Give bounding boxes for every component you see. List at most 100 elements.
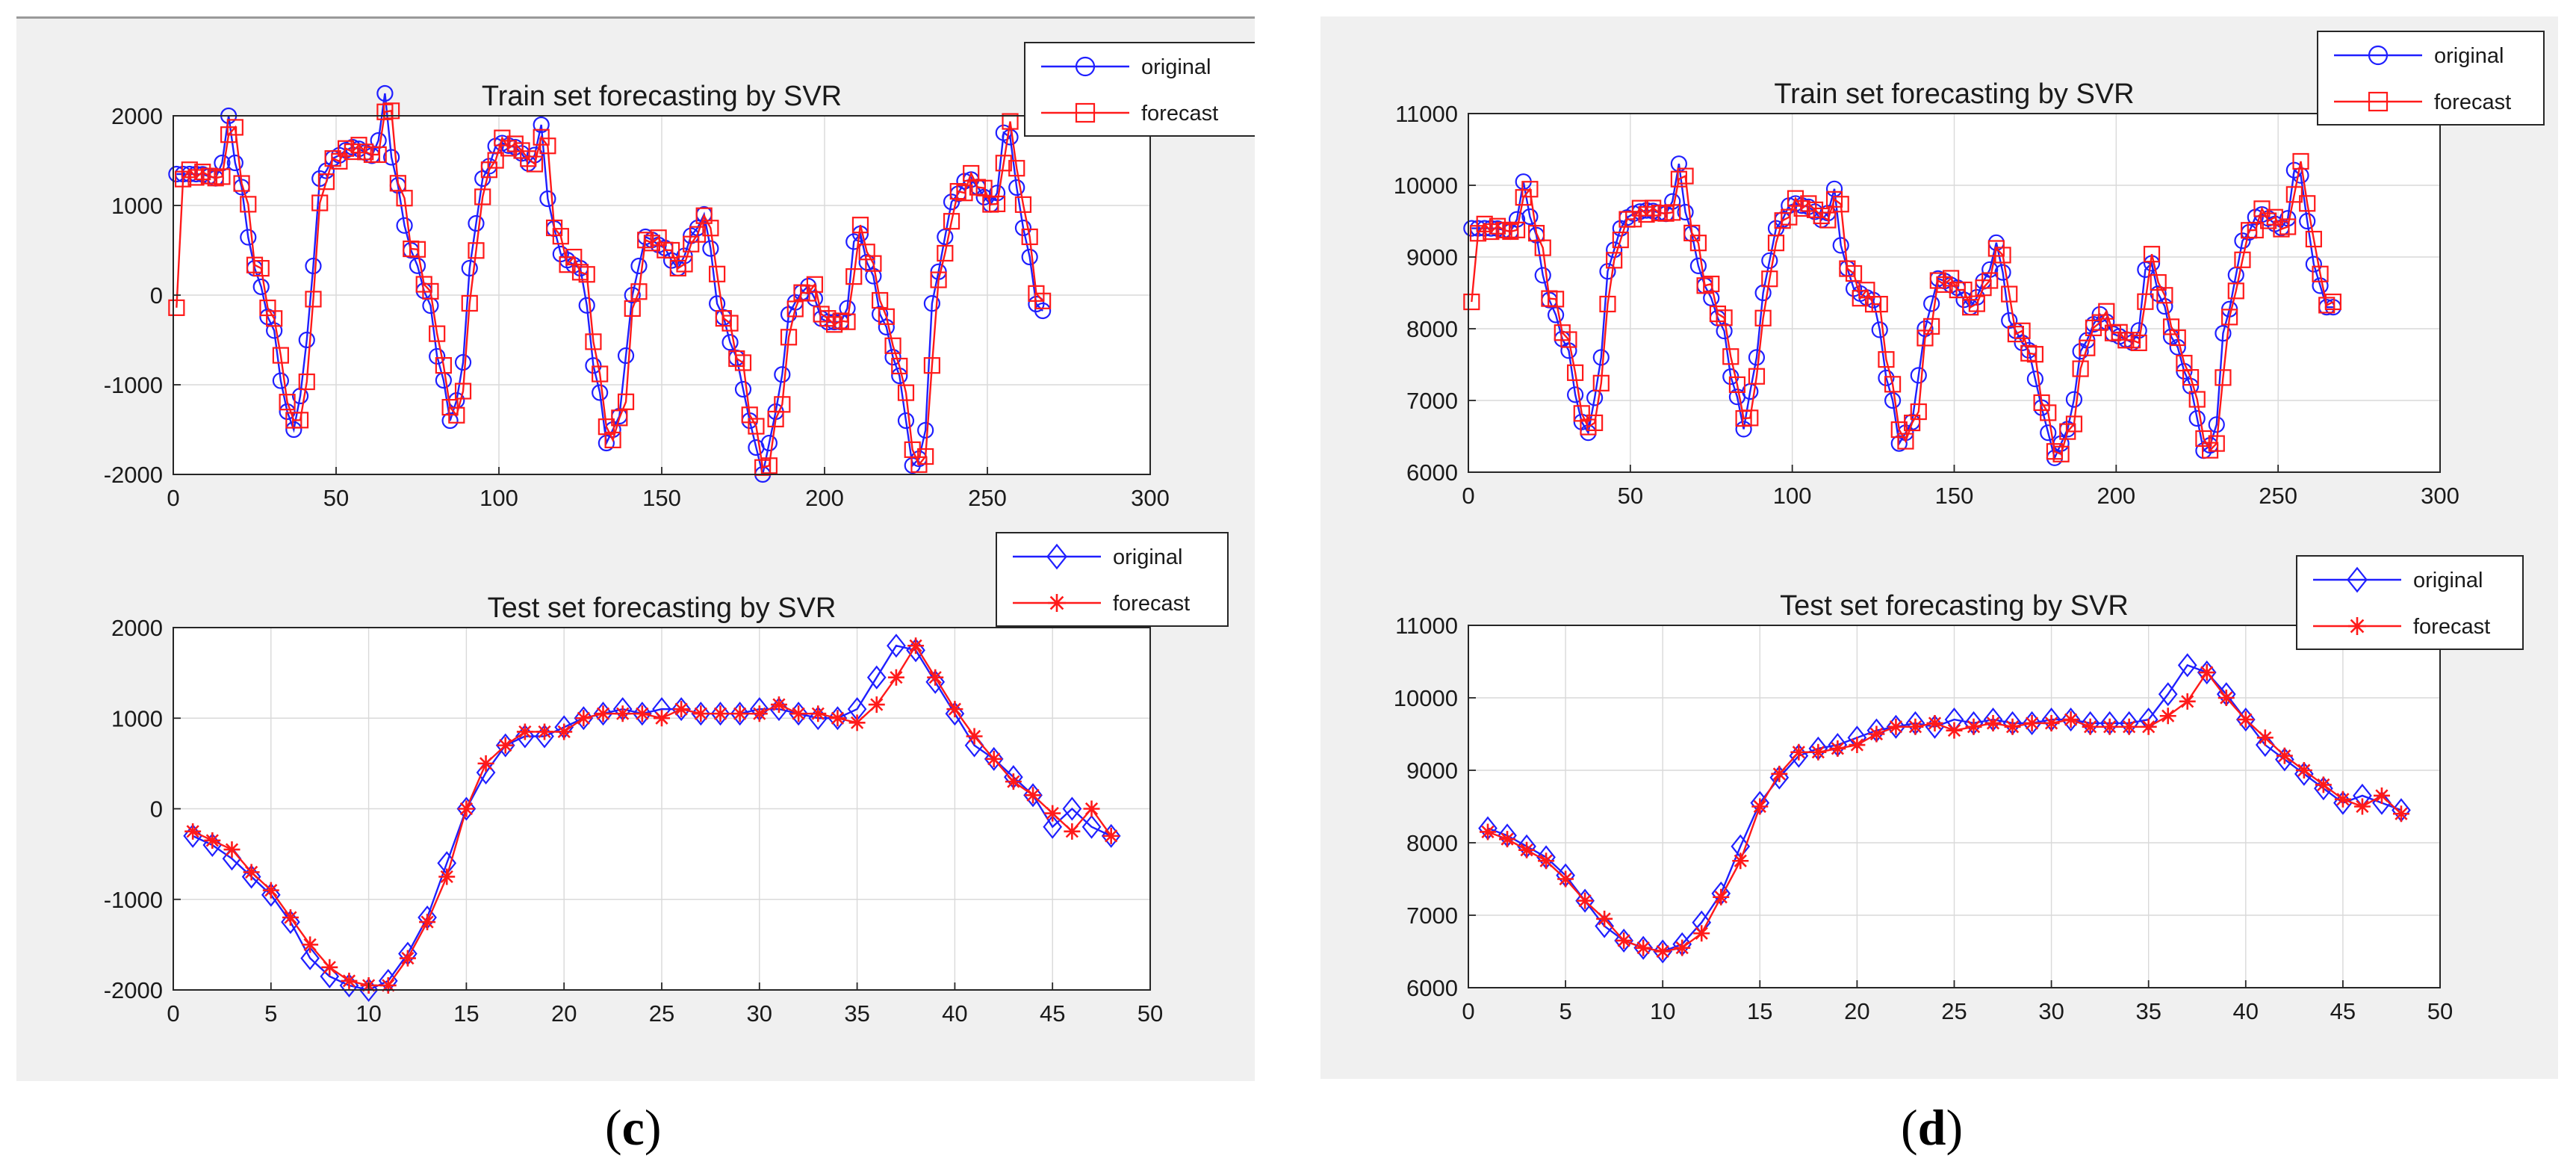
point-forecast-105 — [851, 217, 869, 234]
point-forecast-69 — [1910, 403, 1927, 421]
point-original-93 — [2065, 391, 2083, 408]
point-forecast-51 — [1793, 199, 1810, 217]
point-forecast-35 — [396, 190, 413, 207]
point-original-56 — [533, 116, 550, 134]
point-forecast-13 — [438, 868, 456, 885]
point-forecast-26 — [337, 140, 355, 157]
point-original-87 — [734, 380, 752, 398]
legend-marker-forecast — [1075, 102, 1096, 123]
point-forecast-40 — [2256, 729, 2274, 746]
point-forecast-53 — [1806, 201, 1824, 218]
point-forecast-11 — [1693, 925, 1710, 942]
point-forecast-123 — [969, 179, 987, 196]
ytick-label-4: 2000 — [111, 615, 163, 641]
point-forecast-33 — [829, 710, 846, 727]
point-forecast-34 — [1683, 224, 1701, 241]
point-forecast-80 — [1981, 272, 1999, 289]
point-forecast-37 — [409, 241, 426, 258]
point-forecast-0 — [168, 299, 185, 316]
point-forecast-46 — [1083, 800, 1100, 817]
point-forecast-115 — [2208, 435, 2225, 452]
caption-d-open: ( — [1901, 1099, 1918, 1156]
point-forecast-14 — [458, 800, 475, 817]
ytick-label-5: 11000 — [1395, 101, 1458, 127]
point-forecast-31 — [790, 705, 807, 722]
point-original-25 — [671, 697, 692, 722]
point-forecast-106 — [2150, 273, 2167, 291]
point-forecast-6 — [207, 170, 224, 187]
point-forecast-116 — [2215, 369, 2232, 386]
point-forecast-106 — [858, 244, 875, 261]
point-forecast-28 — [731, 705, 748, 722]
point-forecast-7 — [214, 168, 231, 185]
xtick-label-5: 250 — [968, 485, 1007, 511]
point-forecast-20 — [1592, 374, 1610, 391]
point-forecast-50 — [1787, 190, 1804, 207]
point-forecast-58 — [546, 219, 563, 237]
point-forecast-51 — [500, 140, 518, 157]
point-forecast-74 — [1943, 270, 1960, 287]
point-original-65 — [592, 384, 609, 401]
point-forecast-4 — [1489, 217, 1506, 235]
point-forecast-26 — [1984, 714, 2002, 731]
point-forecast-124 — [2266, 208, 2283, 226]
point-original-115 — [917, 421, 934, 439]
point-forecast-90 — [2046, 443, 2064, 460]
point-forecast-86 — [728, 350, 745, 368]
legend-marker-original — [2347, 566, 2368, 593]
point-forecast-88 — [2033, 394, 2050, 412]
point-forecast-56 — [1825, 191, 1843, 208]
legend-label-forecast: forecast — [1113, 592, 1190, 616]
point-original-36 — [2177, 653, 2197, 678]
point-original-21 — [593, 702, 613, 726]
caption-c-close: ) — [644, 1099, 662, 1156]
point-forecast-83 — [2001, 285, 2018, 303]
ytick-label-0: 6000 — [1406, 975, 1458, 1001]
point-forecast-0 — [184, 823, 202, 840]
point-forecast-5 — [282, 909, 299, 926]
xtick-label-4: 200 — [2097, 483, 2135, 509]
chart-title: Test set forecasting by SVR — [488, 592, 837, 624]
point-forecast-35 — [1689, 235, 1707, 252]
point-forecast-88 — [741, 406, 758, 424]
point-original-110 — [884, 349, 901, 366]
point-forecast-25 — [673, 701, 690, 718]
point-forecast-103 — [2130, 334, 2147, 352]
point-forecast-20 — [575, 710, 592, 727]
point-forecast-33 — [1677, 167, 1694, 185]
point-forecast-12 — [246, 256, 264, 273]
chart-title: Train set forecasting by SVR — [1774, 78, 2134, 110]
point-forecast-12 — [1713, 888, 1730, 906]
point-forecast-57 — [539, 137, 556, 155]
point-forecast-76 — [662, 241, 680, 259]
xtick-label-10: 50 — [1138, 1000, 1163, 1027]
legend-box — [2317, 31, 2545, 126]
point-forecast-91 — [760, 457, 778, 474]
point-forecast-57 — [1832, 196, 1849, 213]
point-original-13 — [252, 278, 270, 295]
point-original-26 — [691, 702, 711, 726]
point-forecast-14 — [1751, 798, 1769, 815]
point-forecast-130 — [1014, 196, 1032, 213]
ytick-label-1: 7000 — [1406, 903, 1458, 929]
point-forecast-5 — [1495, 221, 1512, 238]
point-forecast-122 — [2253, 200, 2271, 217]
point-forecast-15 — [266, 310, 283, 327]
point-forecast-103 — [839, 313, 856, 330]
point-forecast-30 — [770, 696, 787, 714]
point-forecast-8 — [341, 972, 358, 989]
point-original-20 — [298, 331, 315, 349]
point-original-46 — [1761, 252, 1778, 269]
point-forecast-49 — [487, 152, 504, 169]
point-forecast-64 — [1878, 351, 1895, 368]
point-forecast-32 — [810, 705, 827, 722]
point-forecast-42 — [2295, 762, 2312, 779]
point-forecast-111 — [2182, 369, 2200, 386]
legend-label-forecast: forecast — [2434, 90, 2511, 114]
point-forecast-21 — [1887, 718, 1905, 735]
point-forecast-126 — [2279, 218, 2297, 235]
point-forecast-95 — [786, 300, 804, 318]
point-forecast-72 — [1929, 272, 1946, 289]
xtick-label-10: 50 — [2427, 998, 2453, 1024]
point-forecast-13 — [1732, 852, 1749, 870]
